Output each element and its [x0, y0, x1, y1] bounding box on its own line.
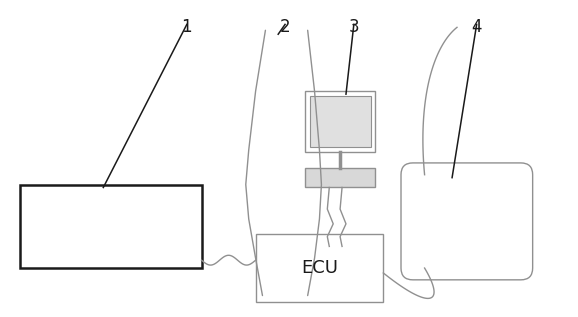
Text: 4: 4 [472, 17, 482, 36]
Bar [20, 184, 202, 268]
Text: 3: 3 [349, 17, 359, 36]
FancyBboxPatch shape [401, 163, 533, 280]
Text: ECU: ECU [301, 259, 338, 277]
Text: 2: 2 [280, 17, 290, 36]
Bar [305, 91, 376, 152]
Bar [305, 168, 376, 187]
Bar [255, 234, 383, 302]
Text: 1: 1 [181, 17, 192, 36]
Bar [310, 96, 370, 147]
